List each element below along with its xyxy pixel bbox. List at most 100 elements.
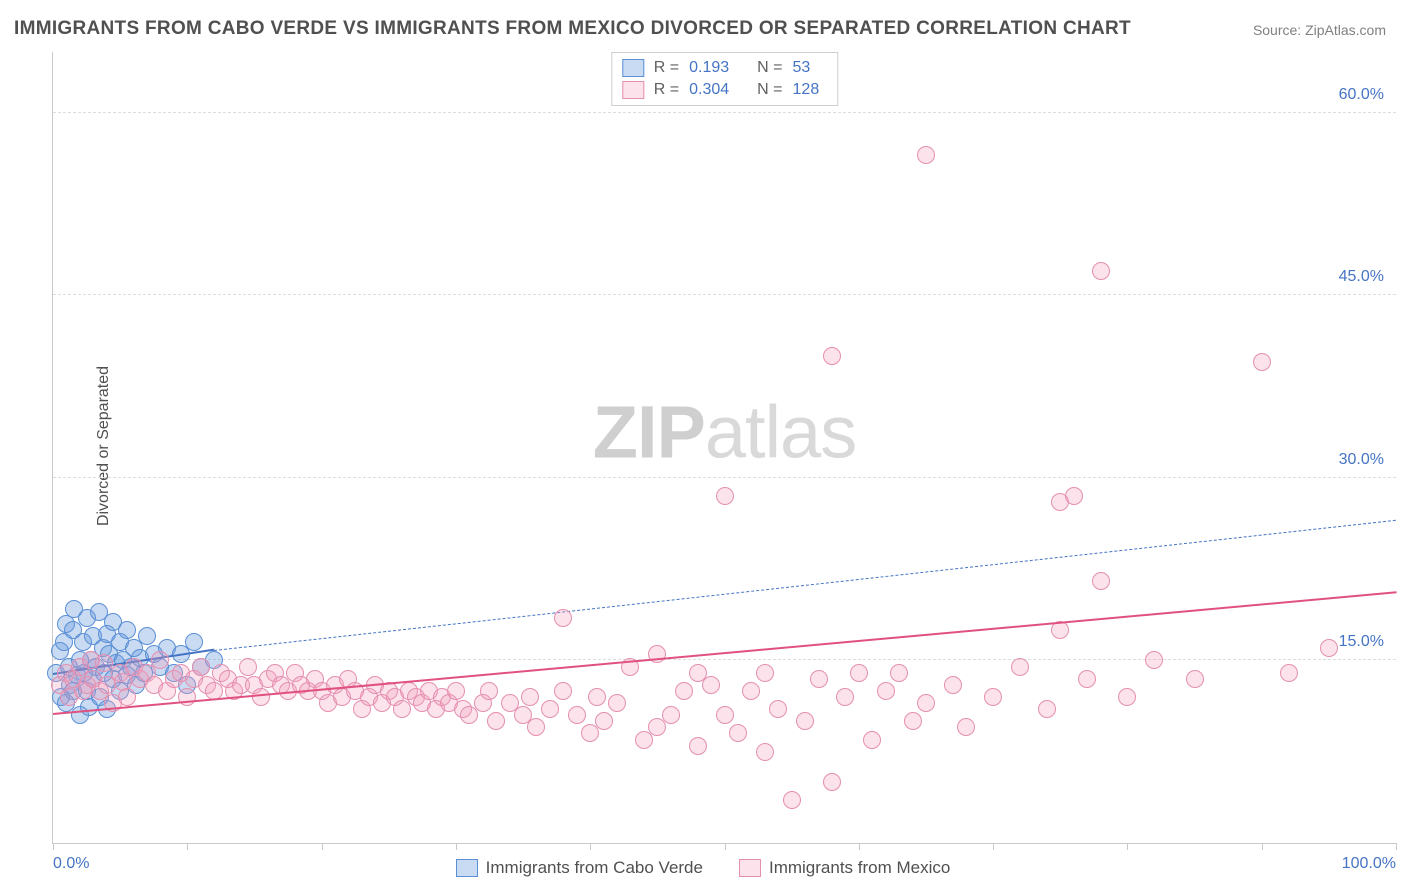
- legend-label-cabo-verde: Immigrants from Cabo Verde: [486, 858, 703, 878]
- data-point-mexico: [823, 773, 841, 791]
- x-tick: [1262, 843, 1263, 850]
- data-point-mexico: [1186, 670, 1204, 688]
- watermark-atlas: atlas: [705, 390, 856, 473]
- data-point-mexico: [554, 682, 572, 700]
- data-point-mexico: [756, 743, 774, 761]
- legend-N-label: N =: [757, 57, 782, 79]
- legend-R-value-cabo-verde: 0.193: [689, 57, 729, 79]
- legend-R-label: R =: [654, 57, 679, 79]
- data-point-mexico: [1065, 487, 1083, 505]
- data-point-mexico: [1280, 664, 1298, 682]
- data-point-mexico: [521, 688, 539, 706]
- gridline: [53, 294, 1396, 295]
- legend-item-mexico: Immigrants from Mexico: [739, 858, 950, 878]
- trend-line-cabo_verde: [214, 520, 1396, 651]
- y-tick-label: 15.0%: [1339, 633, 1384, 651]
- legend-row-cabo-verde: R = 0.193 N = 53: [622, 57, 819, 79]
- x-tick: [456, 843, 457, 850]
- data-point-mexico: [716, 706, 734, 724]
- x-tick: [187, 843, 188, 850]
- data-point-mexico: [595, 712, 613, 730]
- data-point-mexico: [729, 724, 747, 742]
- plot-frame: ZIPatlas 15.0%30.0%45.0%60.0%0.0%100.0% …: [52, 52, 1396, 844]
- data-point-mexico: [252, 688, 270, 706]
- data-point-mexico: [568, 706, 586, 724]
- data-point-mexico: [608, 694, 626, 712]
- data-point-mexico: [662, 706, 680, 724]
- data-point-cabo_verde: [138, 627, 156, 645]
- y-tick-label: 45.0%: [1339, 268, 1384, 286]
- data-point-mexico: [742, 682, 760, 700]
- data-point-mexico: [756, 664, 774, 682]
- data-point-mexico: [863, 731, 881, 749]
- data-point-mexico: [917, 146, 935, 164]
- data-point-mexico: [527, 718, 545, 736]
- watermark-zip: ZIP: [593, 390, 705, 473]
- data-point-mexico: [588, 688, 606, 706]
- data-point-mexico: [689, 737, 707, 755]
- data-point-mexico: [984, 688, 1002, 706]
- data-point-mexico: [1145, 651, 1163, 669]
- data-point-mexico: [783, 791, 801, 809]
- legend-bottom: Immigrants from Cabo Verde Immigrants fr…: [0, 858, 1406, 878]
- x-tick: [590, 843, 591, 850]
- data-point-mexico: [944, 676, 962, 694]
- trend-line-mexico: [53, 592, 1396, 716]
- data-point-mexico: [554, 609, 572, 627]
- data-point-cabo_verde: [185, 633, 203, 651]
- x-tick: [322, 843, 323, 850]
- data-point-mexico: [1118, 688, 1136, 706]
- source-attribution: Source: ZipAtlas.com: [1253, 22, 1386, 38]
- data-point-mexico: [850, 664, 868, 682]
- data-point-cabo_verde: [118, 621, 136, 639]
- x-tick: [725, 843, 726, 850]
- data-point-mexico: [1320, 639, 1338, 657]
- legend-N-label: N =: [757, 79, 782, 101]
- x-tick: [993, 843, 994, 850]
- data-point-mexico: [716, 487, 734, 505]
- data-point-mexico: [877, 682, 895, 700]
- data-point-mexico: [957, 718, 975, 736]
- data-point-mexico: [487, 712, 505, 730]
- swatch-cabo-verde: [456, 859, 478, 877]
- data-point-mexico: [890, 664, 908, 682]
- legend-row-mexico: R = 0.304 N = 128: [622, 79, 819, 101]
- legend-N-value-cabo-verde: 53: [793, 57, 811, 79]
- data-point-mexico: [1253, 353, 1271, 371]
- legend-R-label: R =: [654, 79, 679, 101]
- legend-item-cabo-verde: Immigrants from Cabo Verde: [456, 858, 703, 878]
- data-point-mexico: [810, 670, 828, 688]
- data-point-mexico: [1011, 658, 1029, 676]
- gridline: [53, 112, 1396, 113]
- legend-correlation-box: R = 0.193 N = 53 R = 0.304 N = 128: [611, 52, 838, 106]
- data-point-mexico: [447, 682, 465, 700]
- data-point-mexico: [239, 658, 257, 676]
- data-point-mexico: [1038, 700, 1056, 718]
- x-tick: [53, 843, 54, 850]
- data-point-mexico: [1078, 670, 1096, 688]
- data-point-mexico: [796, 712, 814, 730]
- gridline: [53, 477, 1396, 478]
- chart-title: IMMIGRANTS FROM CABO VERDE VS IMMIGRANTS…: [14, 18, 1131, 40]
- data-point-mexico: [769, 700, 787, 718]
- data-point-mexico: [823, 347, 841, 365]
- swatch-mexico: [622, 81, 644, 99]
- plot-area: ZIPatlas 15.0%30.0%45.0%60.0%0.0%100.0%: [53, 52, 1396, 843]
- data-point-mexico: [675, 682, 693, 700]
- data-point-mexico: [917, 694, 935, 712]
- legend-N-value-mexico: 128: [793, 79, 820, 101]
- data-point-mexico: [836, 688, 854, 706]
- data-point-mexico: [702, 676, 720, 694]
- x-tick: [1127, 843, 1128, 850]
- y-tick-label: 30.0%: [1339, 451, 1384, 469]
- data-point-mexico: [192, 658, 210, 676]
- data-point-mexico: [1092, 262, 1110, 280]
- watermark: ZIPatlas: [593, 389, 856, 474]
- data-point-mexico: [1092, 572, 1110, 590]
- data-point-mexico: [904, 712, 922, 730]
- x-tick: [859, 843, 860, 850]
- y-tick-label: 60.0%: [1339, 86, 1384, 104]
- data-point-mexico: [151, 651, 169, 669]
- data-point-mexico: [541, 700, 559, 718]
- legend-R-value-mexico: 0.304: [689, 79, 729, 101]
